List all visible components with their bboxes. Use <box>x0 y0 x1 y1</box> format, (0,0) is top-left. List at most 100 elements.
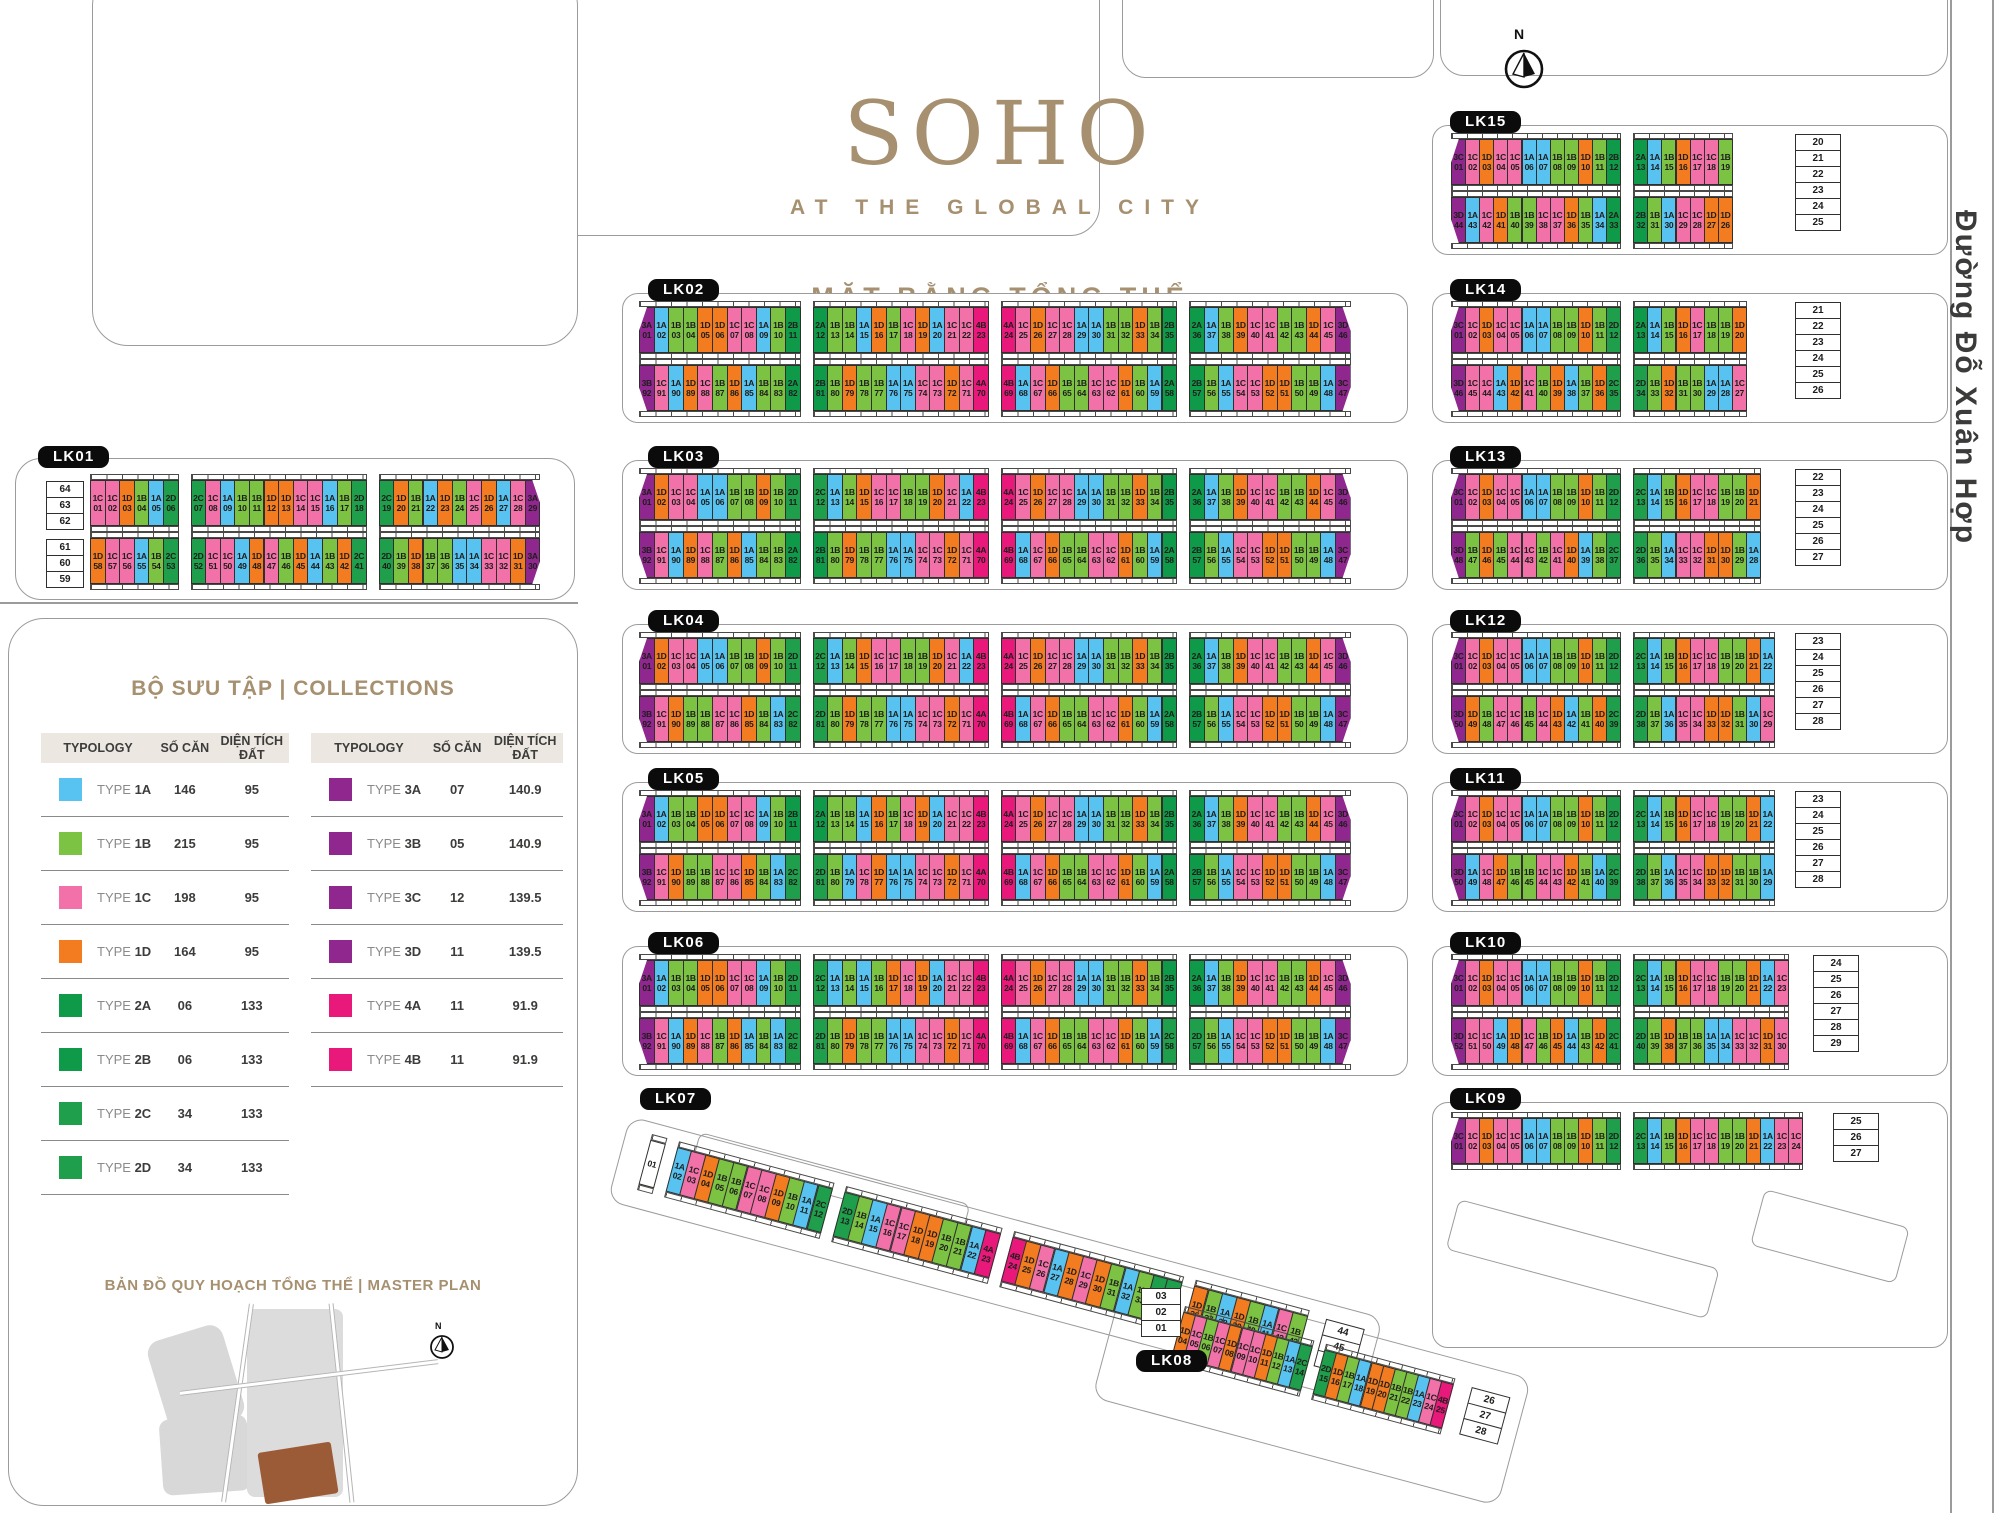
lot-number: 25 <box>1833 1113 1879 1130</box>
unit-cell: 1A 06 <box>1521 796 1537 842</box>
unit-cell: 1C 07 <box>726 960 743 1006</box>
unit-cell: 1B 34 <box>1146 474 1163 520</box>
unit-cell: 1D 16 <box>1675 638 1691 684</box>
unit-cell: 1C 54 <box>1232 696 1249 742</box>
unit-cell: 1C 73 <box>929 854 945 900</box>
unit-cell: 1D 02 <box>653 638 670 684</box>
unit-cell: 1D 26 <box>1717 197 1733 243</box>
unit-cell: 1D 26 <box>1030 960 1046 1006</box>
unit-cell: 1A 85 <box>741 365 757 411</box>
unit-cell: 1D 72 <box>944 854 960 900</box>
unit-cell: 2D 11 <box>785 960 801 1006</box>
street-label: Đường Đỗ Xuân Hợp <box>1949 210 1982 546</box>
unit-cell: 1C 53 <box>1247 696 1263 742</box>
unit-cell: 1C 25 <box>1015 307 1031 353</box>
unit-cell: 1D 44 <box>1305 796 1322 842</box>
unit-cell: 1B 14 <box>841 796 858 842</box>
unit-cell: 1C 22 <box>958 307 975 353</box>
unit-cell: 1B 50 <box>1291 696 1307 742</box>
unit-cell: 1C 23 <box>1774 960 1790 1006</box>
unit-cell: 1D 33 <box>1132 960 1148 1006</box>
unit-cell: 1C 17 <box>1689 796 1705 842</box>
unit-cell: 1A 75 <box>900 854 916 900</box>
unit-cell: 3A 01 <box>639 796 655 842</box>
unit-cell: 1B 50 <box>1291 365 1307 411</box>
unit-cell: 1D 05 <box>697 960 713 1006</box>
unit-cell: 1B 78 <box>856 365 872 411</box>
unit-cell: 1C 25 <box>1015 638 1031 684</box>
unit-cell: 1A 40 <box>1592 854 1608 900</box>
type-area: 95 <box>244 944 260 959</box>
unit-cell: 1C 03 <box>668 638 684 684</box>
block-lk15: 3C 01 1C 02 1D 03 1C 04 1C 05 1A 06 1A 07 1B 08 1B 09 1D 10… <box>1432 125 1948 255</box>
unit-cell: 1C 91 <box>653 854 670 900</box>
unit-cell: 1B 56 <box>1203 696 1220 742</box>
unit-cell: 2D 81 <box>812 854 829 900</box>
unit-cell: 1A 55 <box>133 538 150 584</box>
unit-cell: 1C 08 <box>205 480 221 526</box>
legend-row-type-3b: TYPE 3B 05 140.9 <box>311 817 563 871</box>
unit-cell: 2B 11 <box>785 307 801 353</box>
block-lk04: 3A 01 1D 02 1C 03 1C 04 1A 05 1A 06 1B 07 1B 08 1D 09 1B 10… <box>622 624 1408 754</box>
unit-cell: 1B 64 <box>1073 1018 1090 1064</box>
unit-cell: 1B 20 <box>1731 960 1747 1006</box>
unit-cell: 1C 30 <box>1774 1018 1790 1064</box>
type-count: 34 <box>177 1106 193 1121</box>
unit-cell: 4A 24 <box>1000 474 1017 520</box>
unit-cell: 1A 55 <box>1218 1018 1234 1064</box>
unit-cell: 1D 51 <box>1276 854 1293 900</box>
type-color-swatch <box>59 886 82 909</box>
unit-cell: 1B 31 <box>1103 307 1119 353</box>
unit-cell: 1B 38 <box>1218 796 1234 842</box>
type-area: 91.9 <box>512 1052 538 1067</box>
type-name: TYPE 3C <box>367 890 422 905</box>
unit-cell: 1D 51 <box>1276 532 1293 578</box>
unit-cell: 2A 82 <box>785 365 801 411</box>
unit-cell: 2C 37 <box>1606 532 1622 578</box>
unit-row: 3D 48 1B 47 1D 46 1B 45 1C 44 1C 43 1B 42 1C 41 1D 40 1A 39… <box>1451 526 1762 584</box>
street-edge-right <box>1992 0 1994 1513</box>
unit-cell: 1C 21 <box>944 796 960 842</box>
unit-cell: 1B 83 <box>770 365 786 411</box>
unit-cell: 2D 06 <box>163 480 179 526</box>
unit-cell: 2C 39 <box>1606 854 1622 900</box>
unit-cell: 1B 11 <box>1592 638 1608 684</box>
unit-cell: 2A 58 <box>1161 696 1177 742</box>
unit-cell: 2B 35 <box>1161 960 1177 1006</box>
unit-cell: 1B 42 <box>1276 638 1293 684</box>
unit-cell: 1C 27 <box>1731 365 1747 411</box>
type-name: TYPE 2D <box>97 1160 152 1175</box>
unit-cell: 1B 46 <box>1535 1018 1551 1064</box>
unit-cell: 2B 32 <box>1633 197 1649 243</box>
unit-cell: 1C 18 <box>900 307 916 353</box>
unit-cell: 1C 28 <box>1059 796 1075 842</box>
unit-cell: 1D 03 <box>1479 638 1495 684</box>
unit-cell: 1C 86 <box>726 696 743 742</box>
unit-cell: 1D 06 <box>712 960 728 1006</box>
legend-row-type-3a: TYPE 3A 07 140.9 <box>311 763 563 817</box>
unit-cell: 1A 43 <box>1465 197 1481 243</box>
unit-cell: 1C 25 <box>466 480 482 526</box>
lot-number: 26 <box>1813 987 1859 1004</box>
unit-cell: 1B 10 <box>770 474 786 520</box>
unit-cell: 1B 84 <box>755 854 772 900</box>
unit-cell: 1D 86 <box>726 532 743 578</box>
unit-cell: 1B 46 <box>1507 854 1523 900</box>
unit-cell: 1A 90 <box>668 532 684 578</box>
unit-cell: 1C 62 <box>1103 365 1119 411</box>
unit-cell: 1D 16 <box>1675 474 1691 520</box>
legend-row-type-2a: TYPE 2A 06 133 <box>41 979 289 1033</box>
type-name: TYPE 4B <box>367 1052 422 1067</box>
unit-cell: 1B 89 <box>682 854 699 900</box>
unit-cell: 1B 10 <box>770 307 786 353</box>
unit-cell: 1C 41 <box>1262 307 1278 353</box>
unit-cell: 1B 77 <box>871 696 887 742</box>
type-count: 06 <box>177 998 193 1013</box>
unit-cell: 1B 20 <box>1731 474 1747 520</box>
unit-cell: 1D 61 <box>1117 696 1134 742</box>
